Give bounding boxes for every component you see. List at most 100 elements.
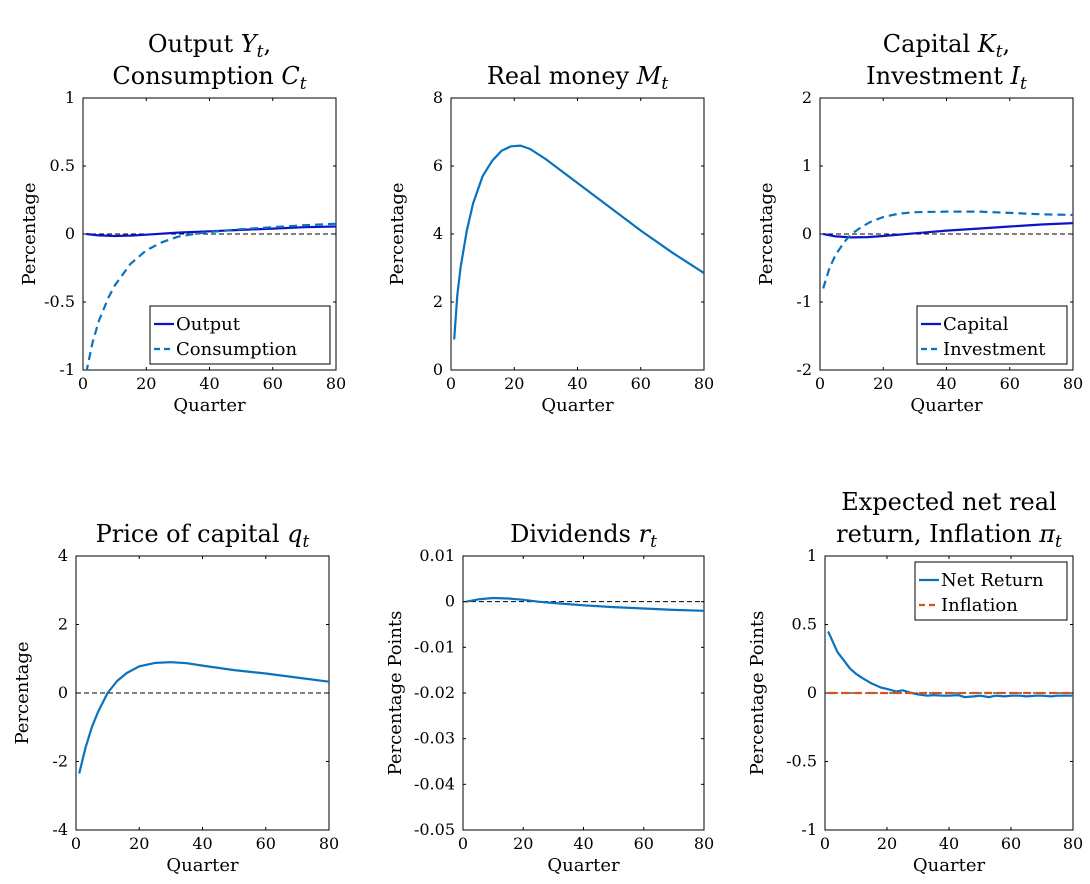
legend-label: Investment — [943, 339, 1046, 360]
x-tick-label: 0 — [71, 834, 81, 853]
x-axis-label: Quarter — [541, 395, 614, 416]
y-tick-label: -0.5 — [786, 752, 817, 771]
x-tick-label: 80 — [694, 374, 714, 393]
series-line-capital — [822, 222, 1073, 239]
chart-title: Output Yt, Consumption Ct — [112, 30, 306, 94]
legend-label: Net Return — [941, 570, 1044, 591]
x-tick-label: 80 — [326, 374, 346, 393]
x-tick-label: 60 — [634, 834, 654, 853]
y-axis-label: Percentage — [756, 182, 777, 285]
chart-title-segment: t — [1020, 74, 1027, 94]
chart-title-segment: , — [263, 30, 271, 58]
series-line-main — [78, 661, 329, 774]
y-tick-label: -0.04 — [414, 774, 455, 793]
chart-title-segment: r — [639, 520, 652, 548]
y-tick-label: 0.5 — [792, 615, 817, 634]
y-tick-label: 0 — [807, 683, 817, 702]
y-tick-label: -0.01 — [414, 637, 455, 656]
chart-title-segment: M — [636, 62, 663, 90]
y-tick-label: 1 — [807, 546, 817, 565]
x-tick-label: 80 — [1063, 374, 1083, 393]
chart-title-segment: t — [257, 42, 264, 62]
y-tick-label: -2 — [52, 752, 68, 771]
y-tick-label: 1 — [802, 156, 812, 175]
y-tick-label: 2 — [433, 292, 443, 311]
y-tick-label: 0 — [433, 360, 443, 379]
chart-title-segment: Output — [148, 30, 241, 58]
chart-panel-capital-investment: Capital Kt, Investment It 0 20 40 60 80 -2 -1 0 1 2… — [756, 30, 1083, 416]
y-axis-label: Percentage — [387, 182, 408, 285]
x-tick-label: 40 — [939, 834, 959, 853]
legend-label: Inflation — [941, 595, 1018, 616]
y-tick-label: 0 — [802, 224, 812, 243]
chart-title-segment: I — [1010, 62, 1021, 90]
legend-label: Capital — [943, 314, 1009, 335]
y-tick-label: 6 — [433, 156, 443, 175]
series-line-investment — [822, 210, 1073, 289]
chart-title-segment: Dividends — [510, 520, 638, 548]
x-tick-label: 20 — [873, 374, 893, 393]
chart-title-segment: t — [661, 74, 668, 94]
x-tick-label: 20 — [513, 834, 533, 853]
chart-title-segment: t — [996, 42, 1003, 62]
x-tick-label: 80 — [319, 834, 339, 853]
y-tick-label: 0 — [445, 592, 455, 611]
chart-title-segment: t — [303, 532, 310, 552]
chart-title-segment: C — [281, 62, 299, 90]
x-tick-label: 40 — [567, 374, 587, 393]
chart-title: Dividends rt — [510, 520, 657, 552]
series-line-main — [465, 596, 704, 612]
x-tick-label: 60 — [263, 374, 283, 393]
chart-title-segment: t — [1055, 532, 1062, 552]
x-tick-label: 0 — [78, 374, 88, 393]
chart-title-segment: t — [300, 74, 307, 94]
x-tick-label: 0 — [820, 834, 830, 853]
chart-title-segment: t — [650, 532, 657, 552]
legend-label: Consumption — [176, 339, 297, 360]
x-tick-label: 40 — [936, 374, 956, 393]
x-axis-label: Quarter — [173, 395, 246, 416]
chart-panel-net-return-inflation: Expected net real return, Inflation πt 0 20… — [747, 488, 1083, 876]
chart-panel-output-consumption: Output Yt, Consumption Ct 0 20 40 60 80 -1 -0.5 0… — [19, 30, 346, 416]
y-axis-label: Percentage Points — [747, 611, 768, 776]
y-axis-label: Percentage Points — [385, 611, 406, 776]
y-tick-label: -4 — [52, 820, 68, 839]
legend: Net Return Inflation — [914, 561, 1068, 621]
x-tick-label: 20 — [129, 834, 149, 853]
y-tick-label: 2 — [802, 88, 812, 107]
series-line-net-return — [827, 630, 1073, 699]
plot-frame — [450, 97, 705, 371]
x-axis-label: Quarter — [910, 395, 983, 416]
legend-box — [914, 561, 1068, 621]
x-tick-label: 60 — [631, 374, 651, 393]
chart-title-segment: π — [1038, 520, 1056, 548]
y-tick-label: 2 — [58, 615, 68, 634]
x-tick-label: 20 — [877, 834, 897, 853]
x-tick-label: 20 — [504, 374, 524, 393]
y-tick-label: -0.5 — [44, 292, 75, 311]
y-tick-label: -1 — [796, 292, 812, 311]
x-tick-label: 40 — [199, 374, 219, 393]
x-tick-label: 0 — [458, 834, 468, 853]
y-axis-label: Percentage — [12, 641, 33, 744]
x-axis-label: Quarter — [913, 855, 986, 876]
chart-title-segment: Real money — [487, 62, 637, 90]
y-tick-label: 0.5 — [50, 156, 75, 175]
y-tick-label: -0.05 — [414, 820, 455, 839]
chart-title-segment: Investment — [866, 62, 1010, 90]
x-tick-label: 40 — [573, 834, 593, 853]
y-tick-label: -0.03 — [414, 729, 455, 748]
y-tick-label: 0.01 — [419, 546, 455, 565]
chart-title-segment: , — [1003, 30, 1011, 58]
chart-panel-price-of-capital: Price of capital qt 0 20 40 60 80 -4 -2 0 2 4 Quart… — [12, 520, 339, 876]
legend: Capital Investment — [916, 305, 1068, 365]
series-line-output — [86, 225, 336, 238]
x-tick-label: 60 — [1001, 834, 1021, 853]
x-tick-label: 40 — [192, 834, 212, 853]
x-tick-label: 80 — [1063, 834, 1083, 853]
legend: Output Consumption — [149, 305, 331, 365]
x-tick-label: 0 — [815, 374, 825, 393]
x-tick-label: 60 — [256, 834, 276, 853]
chart-panel-real-money: Real money Mt 0 20 40 60 80 0 2 4 6 8 Quarter Percen… — [387, 62, 714, 416]
y-tick-label: 1 — [65, 88, 75, 107]
